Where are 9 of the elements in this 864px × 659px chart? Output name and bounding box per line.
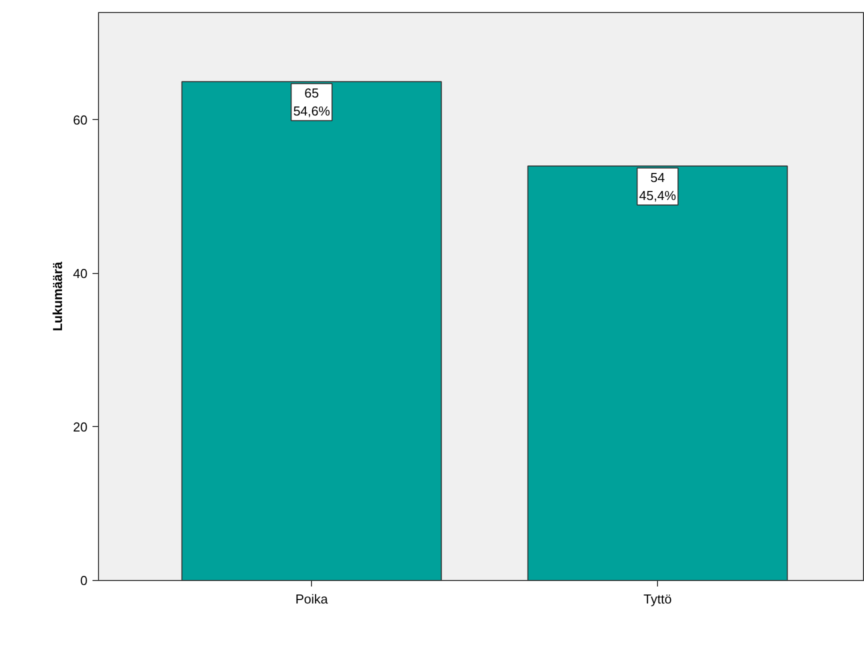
y-axis-title: Lukumäärä <box>50 261 66 332</box>
x-tick-label: Tyttö <box>644 592 672 606</box>
y-tick-label: 0 <box>80 573 88 588</box>
y-tick-label: 40 <box>73 266 88 281</box>
data-label: 54 45,4% <box>639 170 676 204</box>
y-tick-label: 60 <box>73 112 88 128</box>
y-tick-label: 20 <box>73 419 88 434</box>
x-tick-label: Poika <box>295 592 329 606</box>
data-label: 65 54,6% <box>293 86 330 119</box>
